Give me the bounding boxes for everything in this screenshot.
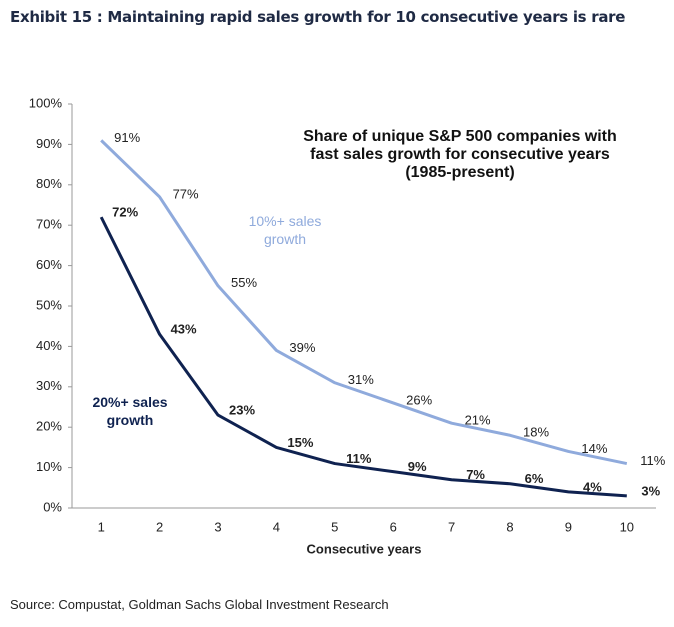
x-tick-label: 7: [448, 519, 455, 534]
data-label: 72%: [112, 205, 138, 220]
data-label: 14%: [581, 441, 607, 456]
data-label: 9%: [408, 459, 427, 474]
data-label: 55%: [231, 275, 257, 290]
data-label: 6%: [525, 471, 544, 486]
line: [99, 216, 627, 498]
y-tick-label: 100%: [29, 95, 63, 110]
data-label: 11%: [640, 453, 665, 468]
x-axis-label: Consecutive years: [307, 541, 422, 556]
data-label: 7%: [466, 467, 485, 482]
y-tick-label: 80%: [36, 176, 62, 191]
data-label: 3%: [641, 483, 660, 498]
x-tick-label: 6: [390, 519, 397, 534]
y-tick-label: 30%: [36, 378, 62, 393]
data-label: 39%: [289, 340, 315, 355]
data-label: 23%: [229, 403, 255, 418]
series-label: 20%+ sales growth: [92, 394, 168, 428]
y-tick-label: 90%: [36, 136, 62, 151]
x-tick-label: 9: [565, 519, 572, 534]
x-tick-label: 4: [273, 519, 280, 534]
line: [100, 139, 628, 466]
y-tick-label: 0%: [43, 499, 62, 514]
y-tick-label: 60%: [36, 257, 62, 272]
series-label: 10%+ sales growth: [248, 213, 322, 247]
x-tick-label: 3: [214, 519, 221, 534]
y-tick-label: 50%: [36, 297, 62, 312]
data-label: 26%: [406, 392, 432, 407]
data-label: 15%: [287, 435, 313, 450]
data-label: 11%: [346, 451, 372, 466]
annotation: Share of unique S&P 500 companies with f…: [303, 128, 617, 181]
x-tick-label: 5: [331, 519, 338, 534]
y-tick-label: 40%: [36, 338, 62, 353]
data-label: 43%: [171, 322, 197, 337]
y-tick-label: 70%: [36, 217, 62, 232]
data-label: 77%: [173, 186, 199, 201]
x-tick-label: 2: [156, 519, 163, 534]
x-tick-label: 8: [506, 519, 513, 534]
data-label: 21%: [465, 413, 491, 428]
y-tick-label: 10%: [36, 459, 62, 474]
data-label: 4%: [583, 479, 602, 494]
data-label: 91%: [114, 130, 140, 145]
y-tick-label: 20%: [36, 419, 62, 434]
source: Source: Compustat, Goldman Sachs Global …: [10, 597, 389, 612]
chart-title: Exhibit 15 : Maintaining rapid sales gro…: [10, 8, 626, 26]
data-label: 31%: [348, 372, 374, 387]
x-tick-label: 1: [98, 519, 105, 534]
x-tick-label: 10: [620, 519, 634, 534]
data-label: 18%: [523, 425, 549, 440]
